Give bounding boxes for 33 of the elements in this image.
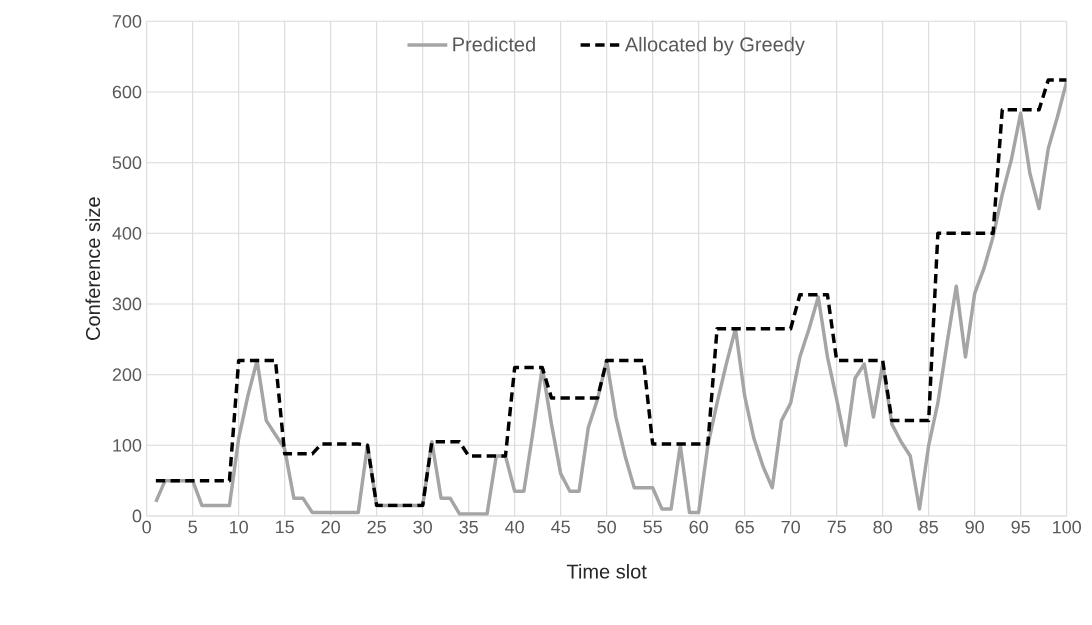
- x-tick-label: 45: [551, 520, 570, 534]
- x-tick-label: 15: [276, 520, 294, 534]
- x-tick-label: 25: [367, 520, 386, 534]
- legend-label: Allocated by Greedy: [624, 36, 805, 56]
- x-tick-label: 100: [1053, 520, 1081, 534]
- x-tick-label: 0: [142, 520, 151, 534]
- x-tick-label: 75: [827, 520, 846, 534]
- y-axis-title: Conference size: [85, 197, 101, 340]
- y-tick-label: 200: [112, 368, 142, 381]
- x-tick-label: 65: [735, 520, 754, 534]
- y-tick-label: 700: [112, 14, 142, 28]
- y-tick-label: 0: [132, 509, 142, 523]
- y-tick-label: 100: [113, 438, 142, 452]
- x-tick-label: 85: [919, 520, 938, 534]
- x-axis-title: Time slot: [566, 563, 647, 579]
- x-tick-label: 20: [321, 520, 340, 534]
- y-tick-label: 400: [112, 226, 142, 240]
- x-tick-label: 50: [597, 520, 616, 534]
- y-tick-label: 500: [112, 156, 142, 169]
- y-tick-label: 300: [112, 297, 142, 311]
- x-tick-label: 35: [459, 520, 478, 534]
- x-tick-label: 90: [965, 520, 984, 534]
- x-tick-label: 70: [781, 520, 800, 534]
- x-tick-label: 10: [230, 520, 248, 534]
- x-tick-label: 95: [1011, 520, 1030, 534]
- x-tick-label: 40: [505, 520, 524, 534]
- x-tick-label: 5: [188, 520, 197, 534]
- legend-label: Predicted: [453, 36, 535, 52]
- x-tick-label: 30: [413, 520, 432, 534]
- y-tick-label: 600: [112, 85, 142, 99]
- x-tick-label: 80: [873, 520, 892, 534]
- x-tick-label: 60: [689, 520, 708, 534]
- x-tick-label: 55: [643, 520, 662, 534]
